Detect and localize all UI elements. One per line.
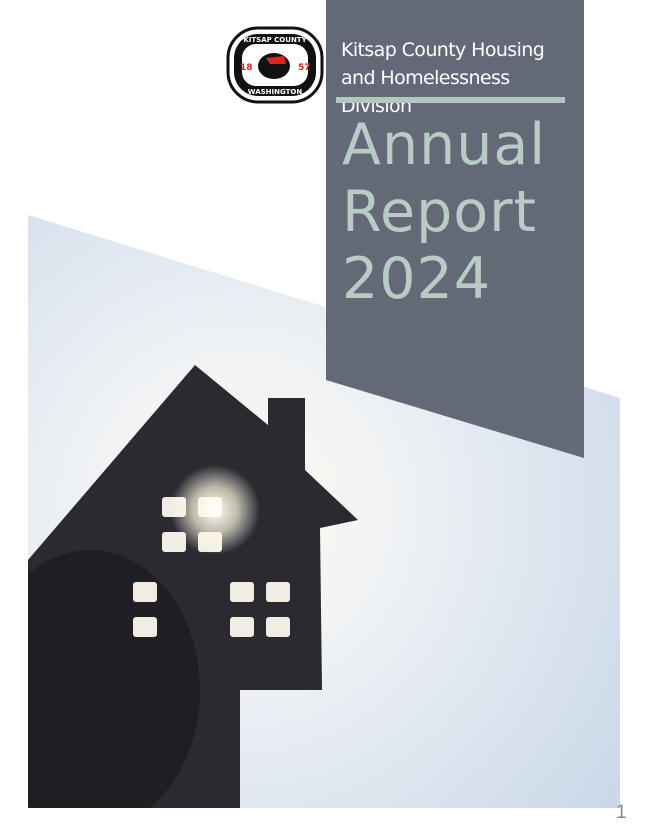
divider-rule (336, 97, 565, 103)
svg-text:18: 18 (240, 63, 253, 73)
division-subtitle: Kitsap County Housing and Homelessness D… (341, 39, 545, 117)
svg-text:WASHINGTON: WASHINGTON (248, 88, 303, 96)
kitsap-county-seal-logo: KITSAP COUNTY WASHINGTON 18 57 (226, 26, 324, 104)
report-title: Annual Report 2024 (342, 112, 546, 313)
page-number: 1 (616, 802, 627, 823)
title-line-annual: Annual (342, 112, 547, 178)
title-line-year: 2024 (342, 246, 492, 312)
svg-text:57: 57 (298, 63, 311, 73)
svg-text:KITSAP COUNTY: KITSAP COUNTY (243, 36, 307, 44)
title-line-report: Report (342, 179, 537, 245)
